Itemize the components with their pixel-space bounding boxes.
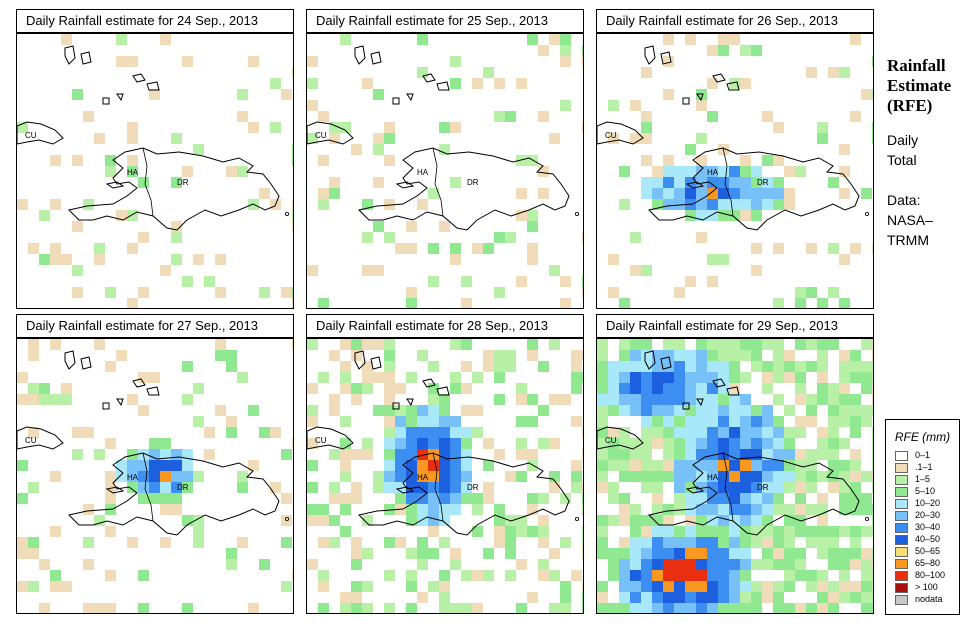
map-panel-29: Daily Rainfall estimate for 29 Sep., 201… <box>596 314 874 614</box>
rainfall-map: CU HA DR <box>306 338 584 614</box>
label-dominican-republic: DR <box>467 483 479 492</box>
rfe-legend: RFE (mm) 0–1 .1–1 1–5 5–10 10–20 20–30 30–40 40… <box>885 419 960 615</box>
label-dominican-republic: DR <box>467 178 479 187</box>
map-panel-25: Daily Rainfall estimate for 25 Sep., 201… <box>306 9 584 309</box>
label-cuba: CU <box>605 131 617 140</box>
legend-class: .1–1 <box>895 462 957 474</box>
panel-title: Daily Rainfall estimate for 24 Sep., 201… <box>16 9 294 33</box>
legend-swatch <box>895 463 908 473</box>
panel-title: Daily Rainfall estimate for 29 Sep., 201… <box>596 314 874 338</box>
legend-label: .1–1 <box>915 462 933 472</box>
rainfall-map: CU HA DR <box>16 33 294 309</box>
label-haiti: HA <box>417 473 429 482</box>
legend-label: nodata <box>915 594 943 604</box>
label-haiti: HA <box>127 168 139 177</box>
rainfall-map: CU HA DR <box>306 33 584 309</box>
legend-class: 50–65 <box>895 546 957 558</box>
legend-class: 65–80 <box>895 558 957 570</box>
map-panel-26: Daily Rainfall estimate for 26 Sep., 201… <box>596 9 874 309</box>
legend-swatch <box>895 535 908 545</box>
legend-swatch <box>895 547 908 557</box>
legend-class: 80–100 <box>895 570 957 582</box>
label-dominican-republic: DR <box>757 178 769 187</box>
label-haiti: HA <box>417 168 429 177</box>
data-source-note: Data: NASA– TRMM <box>887 190 933 250</box>
label-cuba: CU <box>315 131 327 140</box>
period-line-2: Total <box>887 152 917 168</box>
period-line-1: Daily <box>887 132 919 148</box>
map-panel-24: Daily Rainfall estimate for 24 Sep., 201… <box>16 9 294 309</box>
label-haiti: HA <box>127 473 139 482</box>
legend-label: 5–10 <box>915 486 936 496</box>
legend-swatch <box>895 559 908 569</box>
label-dominican-republic: DR <box>177 178 189 187</box>
data-line-3: TRMM <box>887 232 929 248</box>
legend-class: 40–50 <box>895 534 957 546</box>
legend-label: 10–20 <box>915 498 941 508</box>
legend-label: 80–100 <box>915 570 946 580</box>
panel-title: Daily Rainfall estimate for 26 Sep., 201… <box>596 9 874 33</box>
legend-label: 0–1 <box>915 450 931 460</box>
label-cuba: CU <box>25 131 37 140</box>
legend-class: 0–1 <box>895 450 957 462</box>
legend-label: 1–5 <box>915 474 931 484</box>
legend-swatch <box>895 595 908 605</box>
label-dominican-republic: DR <box>177 483 189 492</box>
legend-label: 40–50 <box>915 534 941 544</box>
panel-title: Daily Rainfall estimate for 28 Sep., 201… <box>306 314 584 338</box>
data-line-2: NASA– <box>887 212 933 228</box>
rainfall-map: CU HA DR <box>596 338 874 614</box>
legend-class: 10–20 <box>895 498 957 510</box>
label-cuba: CU <box>605 436 617 445</box>
data-line-1: Data: <box>887 192 921 208</box>
legend-swatch <box>895 451 908 461</box>
label-cuba: CU <box>315 436 327 445</box>
heading-line-3: (RFE) <box>887 96 933 115</box>
rainfall-map: CU HA DR <box>596 33 874 309</box>
legend-swatch <box>895 523 908 533</box>
panel-title: Daily Rainfall estimate for 25 Sep., 201… <box>306 9 584 33</box>
panel-title: Daily Rainfall estimate for 27 Sep., 201… <box>16 314 294 338</box>
legend-class: 20–30 <box>895 510 957 522</box>
legend-label: 50–65 <box>915 546 941 556</box>
legend-swatch <box>895 475 908 485</box>
label-haiti: HA <box>707 168 719 177</box>
legend-label: > 100 <box>915 582 938 592</box>
legend-class: 5–10 <box>895 486 957 498</box>
legend-class: nodata <box>895 594 957 606</box>
map-panel-28: Daily Rainfall estimate for 28 Sep., 201… <box>306 314 584 614</box>
heading-line-2: Estimate <box>887 76 952 95</box>
rainfall-map: CU HA DR <box>16 338 294 614</box>
map-panel-27: Daily Rainfall estimate for 27 Sep., 201… <box>16 314 294 614</box>
heading-line-1: Rainfall <box>887 56 946 75</box>
legend-swatch <box>895 571 908 581</box>
product-heading: Rainfall Estimate (RFE) <box>887 56 967 116</box>
legend-swatch <box>895 511 908 521</box>
legend-label: 30–40 <box>915 522 941 532</box>
legend-label: 20–30 <box>915 510 941 520</box>
legend-swatch <box>895 499 908 509</box>
label-haiti: HA <box>707 473 719 482</box>
legend-title: RFE (mm) <box>894 430 951 444</box>
legend-class: 1–5 <box>895 474 957 486</box>
legend-swatch <box>895 583 908 593</box>
legend-swatch <box>895 487 908 497</box>
legend-class: 30–40 <box>895 522 957 534</box>
legend-label: 65–80 <box>915 558 941 568</box>
period-note: Daily Total <box>887 130 918 170</box>
legend-class: > 100 <box>895 582 957 594</box>
label-cuba: CU <box>25 436 37 445</box>
label-dominican-republic: DR <box>757 483 769 492</box>
